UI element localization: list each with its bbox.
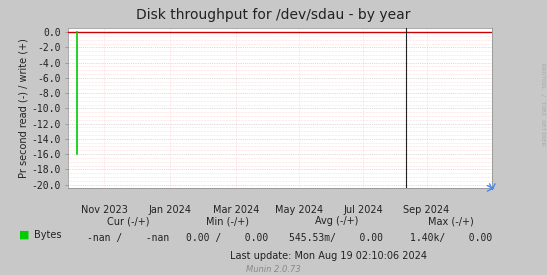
Text: 545.53m/    0.00: 545.53m/ 0.00 [289,233,383,243]
Text: 0.00 /    0.00: 0.00 / 0.00 [186,233,268,243]
Text: Jul 2024: Jul 2024 [343,205,383,215]
Text: Jan 2024: Jan 2024 [149,205,191,215]
Y-axis label: Pr second read (-) / write (+): Pr second read (-) / write (+) [19,38,28,178]
Text: Avg (-/+): Avg (-/+) [315,216,358,226]
Text: Sep 2024: Sep 2024 [404,205,450,215]
Text: RRDTOOL / TOBI OETIKER: RRDTOOL / TOBI OETIKER [540,63,545,146]
Text: 1.40k/    0.00: 1.40k/ 0.00 [410,233,492,243]
Text: Min (-/+): Min (-/+) [206,216,248,226]
Text: Cur (-/+): Cur (-/+) [107,216,150,226]
Text: Mar 2024: Mar 2024 [213,205,259,215]
Text: Last update: Mon Aug 19 02:10:06 2024: Last update: Mon Aug 19 02:10:06 2024 [230,251,427,261]
Text: May 2024: May 2024 [275,205,323,215]
Text: Nov 2023: Nov 2023 [81,205,128,215]
Text: -nan /    -nan: -nan / -nan [88,233,170,243]
Text: Disk throughput for /dev/sdau - by year: Disk throughput for /dev/sdau - by year [136,8,411,22]
Text: Munin 2.0.73: Munin 2.0.73 [246,265,301,274]
Text: ■: ■ [19,230,30,240]
Text: Max (-/+): Max (-/+) [428,216,474,226]
Text: Bytes: Bytes [34,230,62,240]
